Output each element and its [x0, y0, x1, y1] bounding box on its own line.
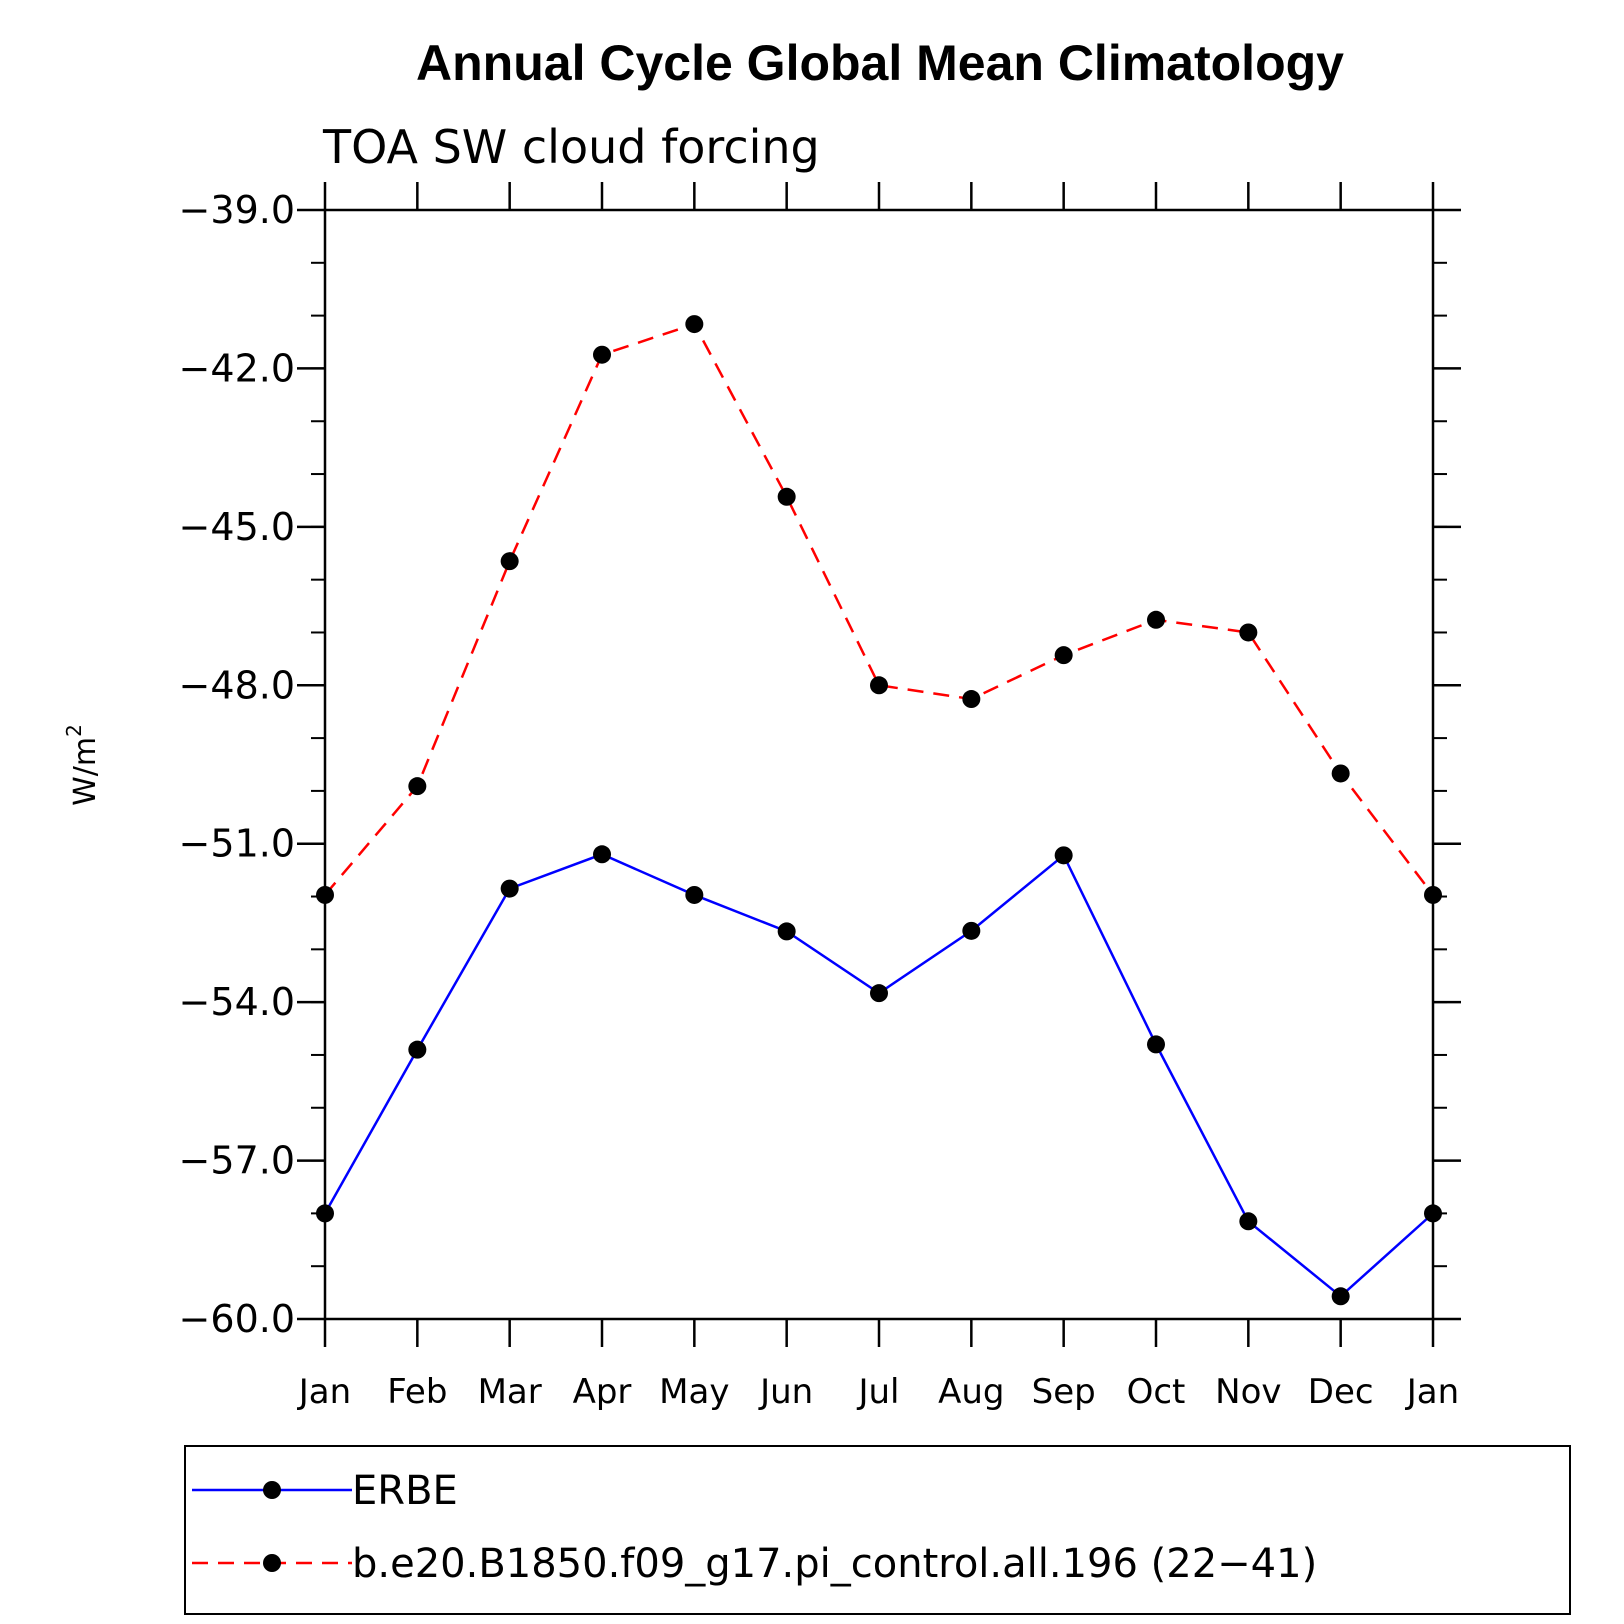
y-axis-label-superscript: 2	[62, 724, 86, 737]
y-tick-label: −39.0	[179, 188, 295, 232]
series-0-point	[316, 1204, 334, 1223]
series-1-point	[1424, 885, 1442, 904]
series-1-point	[500, 552, 519, 571]
y-tick-label: −57.0	[179, 1139, 295, 1183]
series-1-point	[777, 487, 796, 506]
legend-marker-model	[263, 1554, 281, 1572]
series-0-point	[1424, 1204, 1442, 1223]
y-tick-label: −48.0	[179, 663, 295, 707]
x-tick-label: Jul	[856, 1372, 899, 1412]
series-0-point	[870, 984, 888, 1003]
x-tick-label: May	[659, 1372, 729, 1412]
x-tick-label: Feb	[387, 1372, 447, 1412]
series-line-0	[323, 852, 1434, 1298]
series-0-point	[777, 922, 796, 941]
y-tick-label: −42.0	[179, 346, 295, 390]
legend: ERBE b.e20.B1850.f09_g17.pi_control.all.…	[184, 1445, 1571, 1615]
x-tick-label: Jan	[297, 1372, 351, 1412]
series-0-point	[593, 845, 611, 864]
series-1-point	[1239, 623, 1258, 642]
series-1-point	[1147, 610, 1165, 629]
x-tick-label: Aug	[938, 1372, 1004, 1412]
series-1-point	[316, 885, 334, 904]
y-tick-label: −51.0	[179, 822, 295, 866]
chart-title: Annual Cycle Global Mean Climatology	[416, 35, 1344, 91]
series-1-point	[1054, 646, 1073, 665]
series-0-point	[1239, 1212, 1258, 1231]
series-layer	[316, 315, 1442, 1306]
plot-frame	[323, 208, 1435, 1321]
legend-marker-erbe	[263, 1481, 281, 1499]
series-0-point	[685, 885, 704, 904]
series-0-point	[1054, 846, 1073, 865]
y-tick-label: −60.0	[179, 1297, 295, 1341]
series-1-point	[408, 777, 427, 796]
legend-label-erbe: ERBE	[352, 1468, 458, 1514]
x-tick-label: Dec	[1308, 1372, 1374, 1412]
series-1-point	[593, 345, 611, 364]
series-0-point	[1331, 1287, 1350, 1306]
series-1-point	[1331, 764, 1350, 783]
series-0-point	[1147, 1035, 1165, 1054]
series-line-1	[324, 322, 1434, 896]
series-0-point	[408, 1040, 427, 1059]
y-tick-label: −45.0	[179, 505, 295, 549]
chart-subtitle: TOA SW cloud forcing	[322, 120, 820, 174]
legend-label-model: b.e20.B1850.f09_g17.pi_control.all.196 (…	[352, 1541, 1317, 1587]
series-1-point	[870, 676, 888, 695]
series-1-point	[685, 315, 704, 334]
y-axis-label: W/m2	[62, 724, 103, 806]
x-tick-label: Nov	[1215, 1372, 1281, 1412]
x-tick-label: Sep	[1032, 1372, 1096, 1412]
x-tick-label: Jun	[758, 1372, 813, 1412]
x-tick-label: Mar	[478, 1372, 542, 1412]
axes: −39.0 −42.0 −45.0 −48.0 −51.0 −54.0 −57.0 −60.0…	[179, 182, 1461, 1412]
series-1-point	[962, 690, 981, 709]
series-0-point	[962, 921, 981, 940]
y-tick-label: −54.0	[179, 980, 295, 1024]
y-axis-label-text: W/m	[68, 737, 103, 806]
x-tick-label: Oct	[1127, 1372, 1186, 1412]
legend-box	[184, 1445, 1571, 1615]
x-tick-label: Apr	[573, 1372, 632, 1412]
series-0-point	[500, 879, 519, 898]
x-tick-label: Jan	[1405, 1372, 1459, 1412]
